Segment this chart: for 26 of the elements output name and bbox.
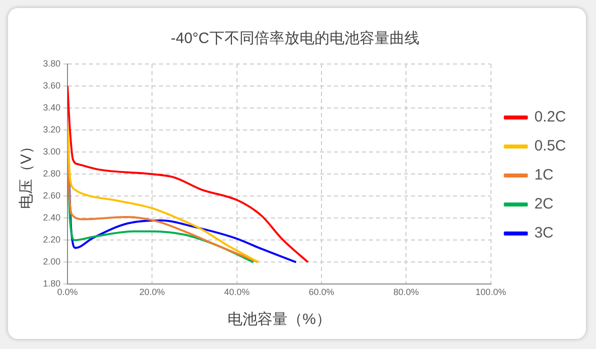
x-tick-label: 80.0% bbox=[393, 287, 419, 298]
x-tick-label: 100.0% bbox=[476, 287, 506, 298]
y-tick-label: 2.20 bbox=[42, 234, 61, 245]
y-tick-label: 3.00 bbox=[42, 146, 61, 157]
x-tick-label: 60.0% bbox=[308, 287, 334, 298]
y-tick-label: 2.60 bbox=[42, 190, 61, 201]
y-tick-label: 1.80 bbox=[42, 278, 61, 289]
y-tick-label: 3.60 bbox=[42, 80, 61, 91]
legend-label: 3C bbox=[534, 224, 554, 242]
y-tick-label: 3.40 bbox=[42, 102, 61, 113]
line-series bbox=[68, 85, 309, 264]
x-tick-label: 0.0% bbox=[57, 287, 78, 298]
y-tick-label: 2.80 bbox=[42, 168, 61, 179]
y-axis-title: 电压（V） bbox=[18, 139, 36, 210]
x-axis-title: 电池容量（%） bbox=[227, 311, 331, 328]
legend-label: 1C bbox=[534, 166, 554, 184]
y-tick-label: 2.00 bbox=[42, 256, 61, 267]
legend-label: 2C bbox=[534, 196, 554, 213]
y-tick-label: 2.40 bbox=[42, 212, 61, 223]
legend-label: 0.5C bbox=[534, 138, 566, 155]
y-tick-label: 3.80 bbox=[42, 58, 61, 68]
chart-title: -40°C下不同倍率放电的电池容量曲线 bbox=[170, 30, 420, 48]
y-tick-label: 3.20 bbox=[42, 124, 61, 135]
x-tick-label: 20.0% bbox=[139, 287, 165, 298]
x-tick-label: 40.0% bbox=[224, 287, 250, 298]
legend-label: 0.2C bbox=[534, 108, 566, 126]
